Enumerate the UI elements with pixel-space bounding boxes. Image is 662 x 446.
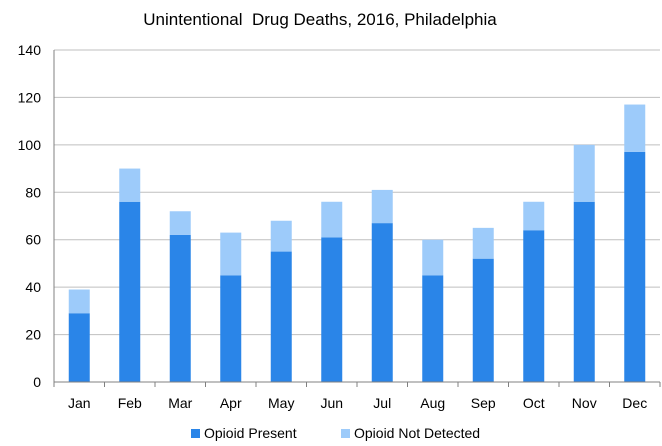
x-tick-label: Jun: [320, 395, 343, 411]
y-tick-label: 20: [25, 327, 41, 343]
bar-opioid-not-detected-dec: [624, 104, 646, 152]
y-tick-label: 140: [18, 42, 42, 58]
bar-opioid-not-detected-apr: [220, 232, 242, 276]
y-tick-label: 60: [25, 232, 41, 248]
bar-opioid-not-detected-jul: [371, 189, 393, 224]
bars: [68, 104, 646, 382]
bar-opioid-present-feb: [119, 201, 141, 382]
y-tick-label: 120: [18, 89, 42, 105]
bar-opioid-present-nov: [573, 201, 595, 382]
axes: 0 20 40 60 80 100 120 140 Jan Feb Mar Apr May Jun Jul A…: [18, 42, 661, 411]
x-tick-label: Aug: [420, 395, 445, 411]
bar-opioid-present-dec: [624, 151, 646, 382]
gridlines: [54, 49, 660, 336]
legend-swatch: [341, 429, 350, 438]
bar-opioid-present-aug: [422, 275, 444, 382]
legend-swatch: [191, 429, 200, 438]
legend-label: Opioid Present: [204, 425, 297, 441]
x-tick-label: Jul: [373, 395, 391, 411]
x-tick-label: Mar: [168, 395, 192, 411]
bar-opioid-not-detected-oct: [523, 201, 545, 231]
x-tick-label: Sep: [471, 395, 496, 411]
bar-opioid-not-detected-may: [270, 220, 292, 252]
bar-opioid-not-detected-mar: [169, 211, 191, 235]
x-tick-label: Feb: [118, 395, 142, 411]
bar-opioid-present-mar: [169, 234, 191, 382]
x-tick-label: Apr: [220, 395, 242, 411]
bar-opioid-present-jul: [371, 223, 393, 382]
x-tick-label: May: [268, 395, 294, 411]
legend: Opioid Present Opioid Not Detected: [191, 425, 480, 441]
bar-opioid-not-detected-jun: [321, 201, 343, 238]
bar-opioid-not-detected-nov: [573, 144, 595, 202]
bar-opioid-present-oct: [523, 230, 545, 382]
bar-opioid-present-sep: [472, 258, 494, 382]
x-tick-label: Dec: [622, 395, 647, 411]
bar-opioid-not-detected-aug: [422, 239, 444, 276]
y-tick-label: 80: [25, 184, 41, 200]
x-tick-label: Nov: [572, 395, 597, 411]
x-tick-label: Jan: [68, 395, 91, 411]
bar-opioid-present-jan: [68, 313, 90, 382]
bar-opioid-not-detected-sep: [472, 227, 494, 259]
chart-title: Unintentional Drug Deaths, 2016, Philade…: [143, 10, 497, 29]
y-tick-label: 40: [25, 279, 41, 295]
bar-opioid-present-apr: [220, 275, 242, 382]
y-tick-label: 0: [33, 374, 41, 390]
y-tick-label: 100: [18, 137, 42, 153]
bar-opioid-present-may: [270, 251, 292, 382]
bar-opioid-present-jun: [321, 237, 343, 382]
bar-opioid-not-detected-feb: [119, 168, 141, 202]
bar-opioid-not-detected-jan: [68, 289, 90, 314]
legend-label: Opioid Not Detected: [354, 425, 480, 441]
x-tick-label: Oct: [523, 395, 545, 411]
